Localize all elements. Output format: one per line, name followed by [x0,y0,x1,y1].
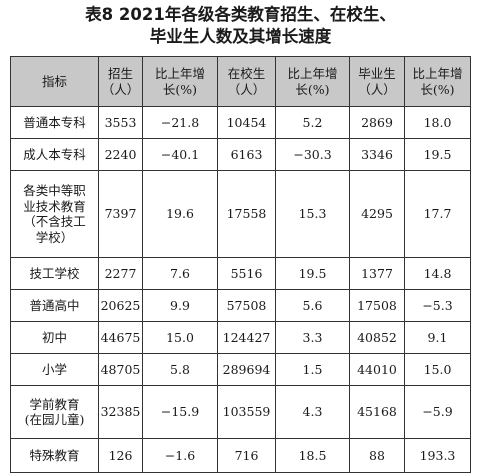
enrollment-growth-cell: −1.6 [142,438,218,473]
header-enrollment-growth: 比上年增 长(%) [142,56,218,107]
graduates-growth-cell: 18.0 [404,106,471,139]
row-label: 特殊教育 [10,438,99,473]
students-growth-cell: 15.3 [275,170,350,258]
enrollment-cell: 2277 [98,257,143,290]
education-statistics-table: 指标 招生 （人） 比上年增 长(%) 在校生 （人） 比上年增 长(%) 毕业… [10,56,471,473]
header-students-growth: 比上年增 长(%) [275,56,350,107]
students-cell: 5516 [217,257,276,290]
students-growth-cell: 1.5 [275,353,350,386]
enrollment-growth-cell: 5.8 [142,353,218,386]
table-row: 特殊教育 126 −1.6 716 18.5 88 193.3 [10,438,471,473]
students-cell: 17558 [217,170,276,258]
students-cell: 289694 [217,353,276,386]
enrollment-cell: 48705 [98,353,143,386]
enrollment-cell: 7397 [98,170,143,258]
graduates-growth-cell: 14.8 [404,257,471,290]
row-label: 成人本专科 [10,138,99,171]
students-cell: 10454 [217,106,276,139]
row-label: 初中 [10,321,99,354]
graduates-cell: 17508 [349,289,405,322]
graduates-cell: 1377 [349,257,405,290]
enrollment-growth-cell: 7.6 [142,257,218,290]
graduates-growth-cell: −5.9 [404,385,471,439]
graduates-cell: 4295 [349,170,405,258]
enrollment-cell: 32385 [98,385,143,439]
table-row: 成人本专科 2240 −40.1 6163 −30.3 3346 19.5 [10,138,471,171]
header-row: 指标 招生 （人） 比上年增 长(%) 在校生 （人） 比上年增 长(%) 毕业… [10,56,471,107]
table-row: 技工学校 2277 7.6 5516 19.5 1377 14.8 [10,257,471,290]
students-cell: 6163 [217,138,276,171]
enrollment-cell: 2240 [98,138,143,171]
students-cell: 716 [217,438,276,473]
graduates-cell: 88 [349,438,405,473]
students-growth-cell: 5.6 [275,289,350,322]
enrollment-cell: 44675 [98,321,143,354]
header-graduates-growth: 比上年增 长(%) [404,56,471,107]
header-graduates: 毕业生 （人） [349,56,405,107]
enrollment-cell: 126 [98,438,143,473]
students-growth-cell: 19.5 [275,257,350,290]
graduates-cell: 2869 [349,106,405,139]
enrollment-growth-cell: −40.1 [142,138,218,171]
graduates-cell: 45168 [349,385,405,439]
enrollment-growth-cell: −15.9 [142,385,218,439]
graduates-growth-cell: −5.3 [404,289,471,322]
students-cell: 124427 [217,321,276,354]
header-students-enrolled: 在校生 （人） [217,56,276,107]
graduates-growth-cell: 17.7 [404,170,471,258]
graduates-cell: 3346 [349,138,405,171]
graduates-growth-cell: 19.5 [404,138,471,171]
graduates-growth-cell: 9.1 [404,321,471,354]
students-growth-cell: 5.2 [275,106,350,139]
table-row: 初中 44675 15.0 124427 3.3 40852 9.1 [10,321,471,354]
students-growth-cell: −30.3 [275,138,350,171]
table-row: 普通本专科 3553 −21.8 10454 5.2 2869 18.0 [10,106,471,139]
table-title-line-1: 表8 2021年各级各类教育招生、在校生、 [85,5,396,24]
row-label: 技工学校 [10,257,99,290]
enrollment-growth-cell: −21.8 [142,106,218,139]
header-enrollment: 招生 （人） [98,56,143,107]
enrollment-growth-cell: 19.6 [142,170,218,258]
graduates-growth-cell: 15.0 [404,353,471,386]
students-cell: 103559 [217,385,276,439]
row-label: 小学 [10,353,99,386]
table-row: 各类中等职 业技术教育 （不含技工 学校） 7397 19.6 17558 15… [10,170,471,258]
table-row: 小学 48705 5.8 289694 1.5 44010 15.0 [10,353,471,386]
row-label: 普通本专科 [10,106,99,139]
row-label: 普通高中 [10,289,99,322]
enrollment-growth-cell: 9.9 [142,289,218,322]
graduates-cell: 44010 [349,353,405,386]
enrollment-cell: 3553 [98,106,143,139]
enrollment-cell: 20625 [98,289,143,322]
row-label: 学前教育 (在园儿童) [10,385,99,439]
table-title-line-2: 毕业生人数及其增长速度 [149,27,332,46]
table-row: 学前教育 (在园儿童) 32385 −15.9 103559 4.3 45168… [10,385,471,439]
graduates-cell: 40852 [349,321,405,354]
students-growth-cell: 3.3 [275,321,350,354]
header-indicator: 指标 [10,56,99,107]
row-label: 各类中等职 业技术教育 （不含技工 学校） [10,170,99,258]
graduates-growth-cell: 193.3 [404,438,471,473]
enrollment-growth-cell: 15.0 [142,321,218,354]
students-cell: 57508 [217,289,276,322]
students-growth-cell: 18.5 [275,438,350,473]
students-growth-cell: 4.3 [275,385,350,439]
table-row: 普通高中 20625 9.9 57508 5.6 17508 −5.3 [10,289,471,322]
